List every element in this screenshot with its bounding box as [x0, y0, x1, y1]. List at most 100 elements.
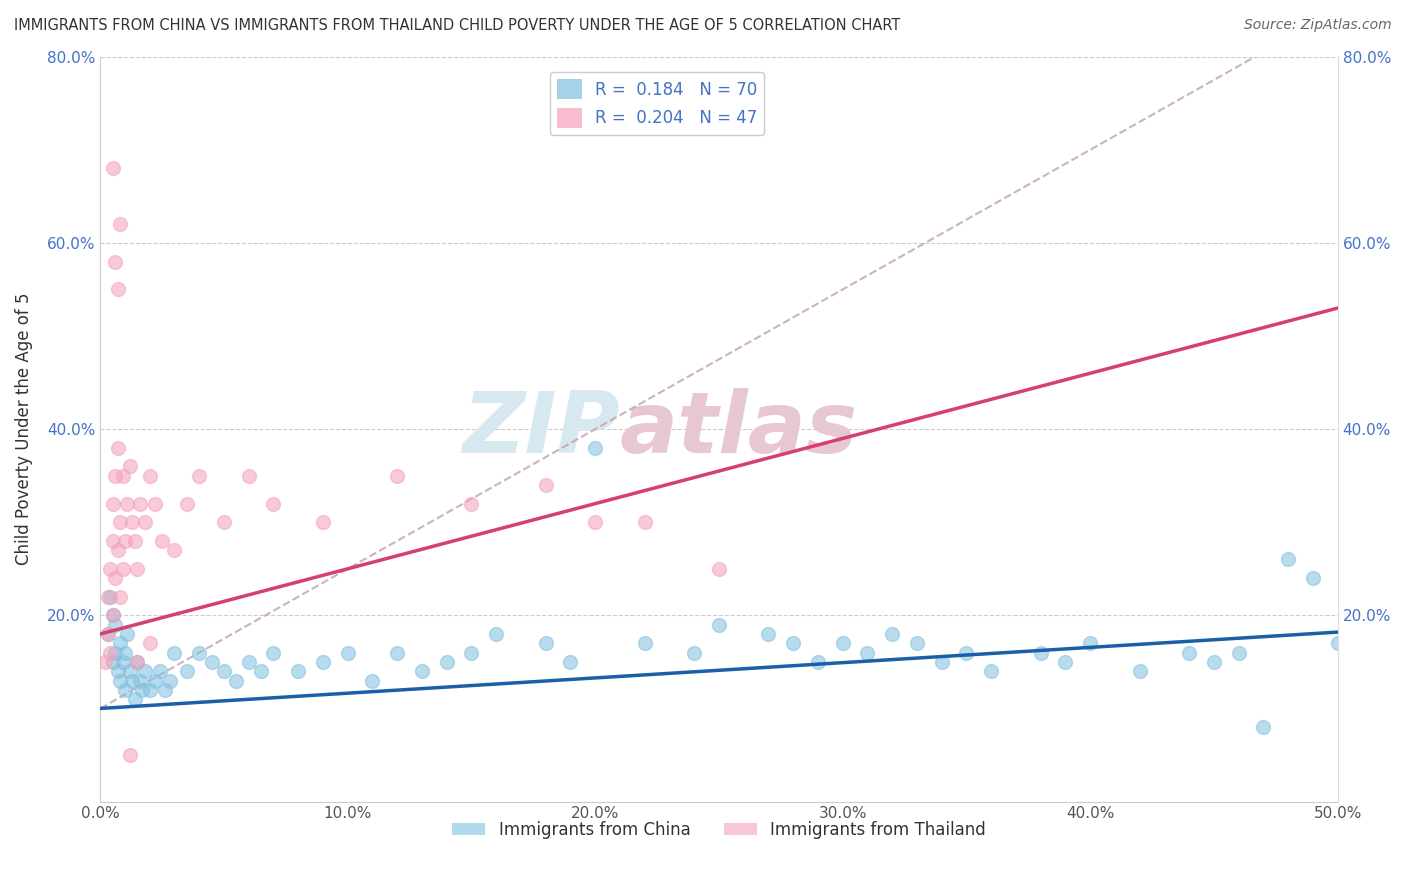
Point	[1178, 646, 1201, 660]
Point	[124, 692, 146, 706]
Point	[238, 655, 260, 669]
Point	[101, 655, 124, 669]
Text: ZIP: ZIP	[463, 388, 620, 471]
Point	[634, 636, 657, 650]
Point	[1202, 655, 1225, 669]
Point	[97, 627, 120, 641]
Point	[931, 655, 953, 669]
Point	[118, 459, 141, 474]
Point	[955, 646, 977, 660]
Point	[707, 562, 730, 576]
Text: atlas: atlas	[620, 388, 858, 471]
Y-axis label: Child Poverty Under the Age of 5: Child Poverty Under the Age of 5	[15, 293, 32, 566]
Point	[212, 664, 235, 678]
Point	[238, 468, 260, 483]
Point	[134, 515, 156, 529]
Point	[758, 627, 780, 641]
Point	[94, 655, 117, 669]
Point	[108, 636, 131, 650]
Point	[485, 627, 508, 641]
Point	[97, 590, 120, 604]
Point	[104, 254, 127, 268]
Point	[114, 682, 136, 697]
Point	[127, 655, 149, 669]
Point	[460, 497, 482, 511]
Point	[104, 646, 127, 660]
Point	[411, 664, 433, 678]
Point	[387, 468, 409, 483]
Point	[287, 664, 309, 678]
Point	[312, 515, 335, 529]
Point	[104, 571, 127, 585]
Point	[534, 636, 557, 650]
Point	[163, 543, 186, 558]
Legend: Immigrants from China, Immigrants from Thailand: Immigrants from China, Immigrants from T…	[446, 814, 993, 846]
Point	[1029, 646, 1052, 660]
Point	[98, 590, 121, 604]
Point	[560, 655, 582, 669]
Point	[683, 646, 706, 660]
Point	[131, 682, 153, 697]
Point	[1253, 720, 1275, 734]
Point	[583, 515, 606, 529]
Point	[176, 497, 198, 511]
Point	[143, 497, 166, 511]
Point	[134, 664, 156, 678]
Point	[1078, 636, 1101, 650]
Point	[782, 636, 804, 650]
Point	[107, 283, 129, 297]
Point	[108, 217, 131, 231]
Point	[336, 646, 359, 660]
Point	[1302, 571, 1324, 585]
Point	[124, 533, 146, 548]
Point	[118, 664, 141, 678]
Point	[1054, 655, 1077, 669]
Point	[127, 562, 149, 576]
Point	[534, 478, 557, 492]
Point	[108, 590, 131, 604]
Point	[387, 646, 409, 660]
Point	[1227, 646, 1250, 660]
Point	[707, 617, 730, 632]
Point	[107, 441, 129, 455]
Point	[163, 646, 186, 660]
Point	[139, 636, 162, 650]
Point	[118, 747, 141, 762]
Point	[98, 562, 121, 576]
Point	[139, 682, 162, 697]
Point	[101, 161, 124, 176]
Point	[188, 468, 211, 483]
Text: IMMIGRANTS FROM CHINA VS IMMIGRANTS FROM THAILAND CHILD POVERTY UNDER THE AGE OF: IMMIGRANTS FROM CHINA VS IMMIGRANTS FROM…	[14, 18, 900, 33]
Point	[856, 646, 879, 660]
Point	[101, 608, 124, 623]
Point	[250, 664, 273, 678]
Point	[121, 515, 143, 529]
Point	[1129, 664, 1152, 678]
Point	[634, 515, 657, 529]
Point	[188, 646, 211, 660]
Point	[111, 562, 134, 576]
Point	[153, 682, 176, 697]
Point	[107, 664, 129, 678]
Point	[831, 636, 853, 650]
Point	[111, 468, 134, 483]
Point	[111, 655, 134, 669]
Point	[139, 468, 162, 483]
Point	[361, 673, 384, 688]
Point	[1277, 552, 1299, 566]
Point	[807, 655, 830, 669]
Point	[107, 543, 129, 558]
Point	[460, 646, 482, 660]
Point	[98, 646, 121, 660]
Point	[201, 655, 224, 669]
Point	[101, 533, 124, 548]
Point	[225, 673, 247, 688]
Point	[104, 617, 127, 632]
Point	[101, 608, 124, 623]
Point	[117, 627, 139, 641]
Point	[143, 673, 166, 688]
Point	[882, 627, 904, 641]
Point	[176, 664, 198, 678]
Point	[159, 673, 181, 688]
Point	[114, 646, 136, 660]
